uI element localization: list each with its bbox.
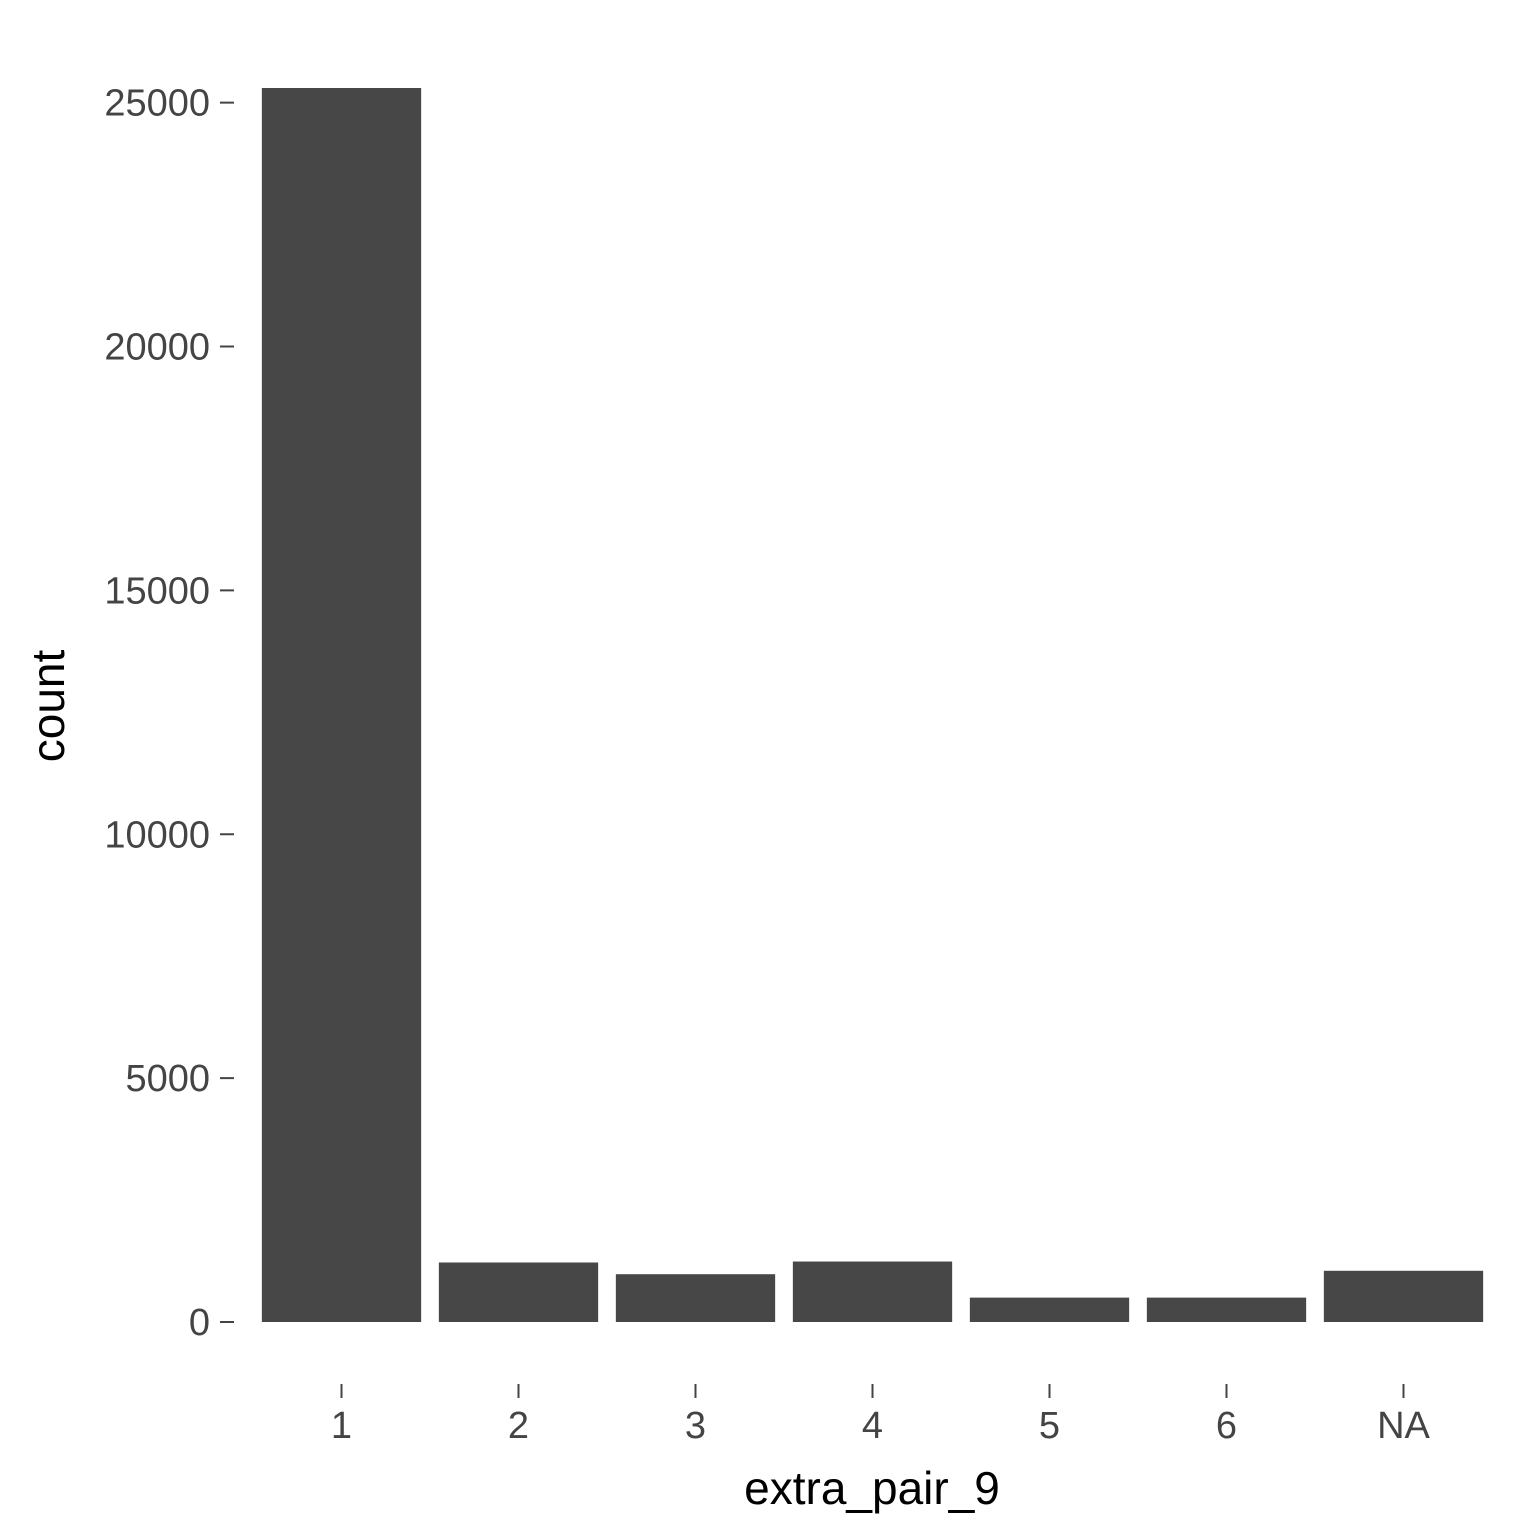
x-axis-title: extra_pair_9	[744, 1462, 1000, 1514]
bar	[969, 1297, 1130, 1322]
y-tick-label: 10000	[104, 814, 210, 856]
x-tick-label: 2	[508, 1405, 529, 1447]
x-axis: 1 2 3 4 5 6 NA	[331, 1384, 1431, 1447]
bar	[438, 1262, 599, 1322]
y-tick-label: 20000	[104, 327, 210, 369]
x-tick-label: 6	[1216, 1405, 1237, 1447]
y-axis-title: count	[22, 650, 74, 763]
x-tick-label: 5	[1039, 1405, 1060, 1447]
bar	[615, 1274, 776, 1322]
y-tick-label: 25000	[104, 83, 210, 125]
bar	[1323, 1270, 1484, 1322]
bar	[1146, 1297, 1307, 1322]
x-tick-label: 1	[331, 1405, 352, 1447]
y-axis: 0 5000 10000 15000 20000 25000	[104, 83, 234, 1344]
x-tick-label: NA	[1377, 1405, 1430, 1447]
bars	[261, 88, 1484, 1322]
bar	[261, 88, 422, 1322]
x-tick-label: 4	[862, 1405, 883, 1447]
x-tick-label: 3	[685, 1405, 706, 1447]
y-tick-label: 15000	[104, 570, 210, 612]
y-tick-label: 0	[189, 1302, 210, 1344]
bar	[792, 1261, 953, 1322]
y-tick-label: 5000	[125, 1058, 210, 1100]
